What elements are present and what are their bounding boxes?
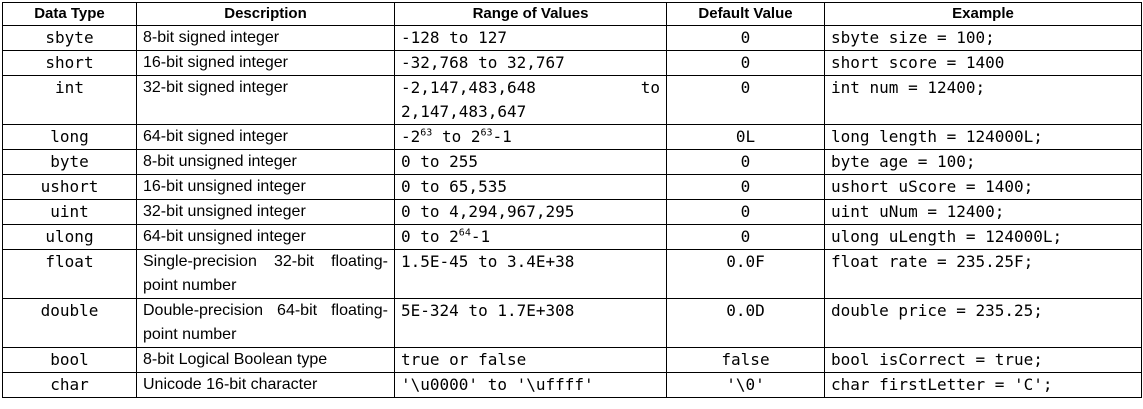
range-mid: to 2 xyxy=(432,127,481,146)
cell-range: '\u0000' to '\uffff' xyxy=(394,372,667,398)
table-row: float Single-precision 32-bit floating-p… xyxy=(2,249,1142,299)
table-row: byte 8-bit unsigned integer 0 to 255 0 b… xyxy=(2,149,1142,175)
cell-default: 0 xyxy=(666,75,825,125)
cell-description: 16-bit signed integer xyxy=(136,50,395,76)
cell-type: ushort xyxy=(2,174,137,200)
table-row: sbyte 8-bit signed integer -128 to 127 0… xyxy=(2,25,1142,51)
cell-type: uint xyxy=(2,199,137,225)
cell-default: 0.0D xyxy=(666,298,825,348)
cell-default: 0 xyxy=(666,149,825,175)
range-tail: -1 xyxy=(492,127,512,146)
cell-range: 5E-324 to 1.7E+308 xyxy=(394,298,667,348)
cell-description: Single-precision 32-bit floating-point n… xyxy=(136,249,395,299)
cell-example: int num = 12400; xyxy=(824,75,1142,125)
table-row: long 64-bit signed integer -263 to 263-1… xyxy=(2,124,1142,150)
cell-type: long xyxy=(2,124,137,150)
cell-default: 0 xyxy=(666,224,825,250)
range-base: -2 xyxy=(401,127,421,146)
cell-range: 0 to 255 xyxy=(394,149,667,175)
cell-type: ulong xyxy=(2,224,137,250)
cell-range: 0 to 65,535 xyxy=(394,174,667,200)
cell-example: float rate = 235.25F; xyxy=(824,249,1142,299)
range-exponent: 64 xyxy=(458,227,471,239)
cell-example: double price = 235.25; xyxy=(824,298,1142,348)
range-exponent: 63 xyxy=(480,127,493,139)
cell-example: bool isCorrect = true; xyxy=(824,347,1142,373)
cell-description: 8-bit Logical Boolean type xyxy=(136,347,395,373)
cell-range: 0 to 264-1 xyxy=(394,224,667,250)
cell-example: ulong uLength = 124000L; xyxy=(824,224,1142,250)
table-row: bool 8-bit Logical Boolean type true or … xyxy=(2,347,1142,373)
cell-example: sbyte size = 100; xyxy=(824,25,1142,51)
data-types-table: Data Type Description Range of Values De… xyxy=(2,2,1142,398)
table-row: short 16-bit signed integer -32,768 to 3… xyxy=(2,50,1142,76)
cell-default: 0L xyxy=(666,124,825,150)
cell-range: -2,147,483,648 to 2,147,483,647 xyxy=(394,75,667,125)
cell-description: 8-bit signed integer xyxy=(136,25,395,51)
range-exponent: 63 xyxy=(420,127,433,139)
cell-example: byte age = 100; xyxy=(824,149,1142,175)
table-row: ulong 64-bit unsigned integer 0 to 264-1… xyxy=(2,224,1142,250)
cell-range: -128 to 127 xyxy=(394,25,667,51)
cell-description: 64-bit signed integer xyxy=(136,124,395,150)
cell-description: 8-bit unsigned integer xyxy=(136,149,395,175)
cell-type: sbyte xyxy=(2,25,137,51)
cell-description: 16-bit unsigned integer xyxy=(136,174,395,200)
cell-range: true or false xyxy=(394,347,667,373)
cell-default: false xyxy=(666,347,825,373)
cell-type: char xyxy=(2,372,137,398)
header-description: Description xyxy=(136,2,395,26)
cell-type: double xyxy=(2,298,137,348)
cell-example: ushort uScore = 1400; xyxy=(824,174,1142,200)
cell-range: 0 to 4,294,967,295 xyxy=(394,199,667,225)
table-row: int 32-bit signed integer -2,147,483,648… xyxy=(2,75,1142,125)
cell-type: int xyxy=(2,75,137,125)
cell-description: 32-bit signed integer xyxy=(136,75,395,125)
cell-type: float xyxy=(2,249,137,299)
cell-example: long length = 124000L; xyxy=(824,124,1142,150)
cell-default: 0 xyxy=(666,50,825,76)
cell-description: 32-bit unsigned integer xyxy=(136,199,395,225)
cell-default: 0 xyxy=(666,199,825,225)
cell-range: 1.5E-45 to 3.4E+38 xyxy=(394,249,667,299)
header-data-type: Data Type xyxy=(2,2,137,26)
cell-type: bool xyxy=(2,347,137,373)
table-row: uint 32-bit unsigned integer 0 to 4,294,… xyxy=(2,199,1142,225)
cell-description: Double-precision 64-bit floating-point n… xyxy=(136,298,395,348)
table-row: char Unicode 16-bit character '\u0000' t… xyxy=(2,372,1142,398)
table-row: ushort 16-bit unsigned integer 0 to 65,5… xyxy=(2,174,1142,200)
cell-default: 0 xyxy=(666,25,825,51)
cell-example: char firstLetter = 'C'; xyxy=(824,372,1142,398)
cell-description: 64-bit unsigned integer xyxy=(136,224,395,250)
header-example: Example xyxy=(824,2,1142,26)
cell-description: Unicode 16-bit character xyxy=(136,372,395,398)
cell-default: 0.0F xyxy=(666,249,825,299)
range-base: 0 to 2 xyxy=(401,227,459,246)
range-tail: -1 xyxy=(470,227,491,246)
cell-default: '\0' xyxy=(666,372,825,398)
cell-range: -32,768 to 32,767 xyxy=(394,50,667,76)
cell-example: short score = 1400 xyxy=(824,50,1142,76)
cell-example: uint uNum = 12400; xyxy=(824,199,1142,225)
header-range: Range of Values xyxy=(394,2,667,26)
cell-range: -263 to 263-1 xyxy=(394,124,667,150)
cell-type: short xyxy=(2,50,137,76)
table-row: double Double-precision 64-bit floating-… xyxy=(2,298,1142,348)
cell-default: 0 xyxy=(666,174,825,200)
table-header-row: Data Type Description Range of Values De… xyxy=(2,2,1142,26)
header-default: Default Value xyxy=(666,2,825,26)
cell-type: byte xyxy=(2,149,137,175)
